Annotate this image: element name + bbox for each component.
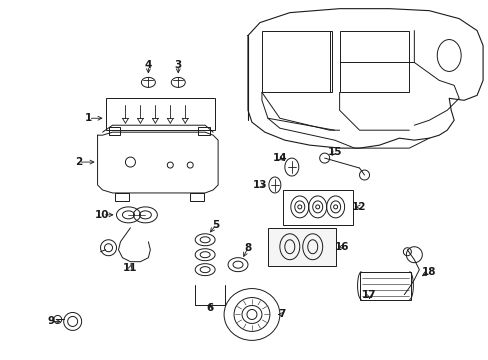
Bar [359, 272, 410, 300]
Text: 11: 11 [123, 263, 138, 273]
Text: 10: 10 [95, 210, 110, 220]
Bar [282, 190, 352, 225]
Text: 9: 9 [47, 316, 54, 327]
Text: 14: 14 [272, 153, 286, 163]
Text: 3: 3 [174, 60, 182, 71]
Text: 12: 12 [351, 202, 366, 212]
Bar [198, 127, 210, 135]
Bar [267, 228, 335, 266]
Bar [108, 127, 120, 135]
Text: 13: 13 [252, 180, 266, 190]
Bar [190, 193, 203, 201]
Bar [339, 31, 408, 92]
Text: 8: 8 [244, 243, 251, 253]
Text: 1: 1 [85, 113, 92, 123]
Bar [262, 31, 331, 92]
Text: 5: 5 [212, 220, 219, 230]
Text: 17: 17 [362, 289, 376, 300]
Text: 16: 16 [334, 242, 348, 252]
Text: 18: 18 [421, 267, 436, 276]
Bar [105, 98, 215, 130]
Text: 6: 6 [206, 302, 213, 312]
Bar [115, 193, 129, 201]
Text: 7: 7 [278, 310, 285, 319]
Text: 4: 4 [144, 60, 152, 71]
Text: 15: 15 [327, 147, 341, 157]
Text: 2: 2 [75, 157, 82, 167]
